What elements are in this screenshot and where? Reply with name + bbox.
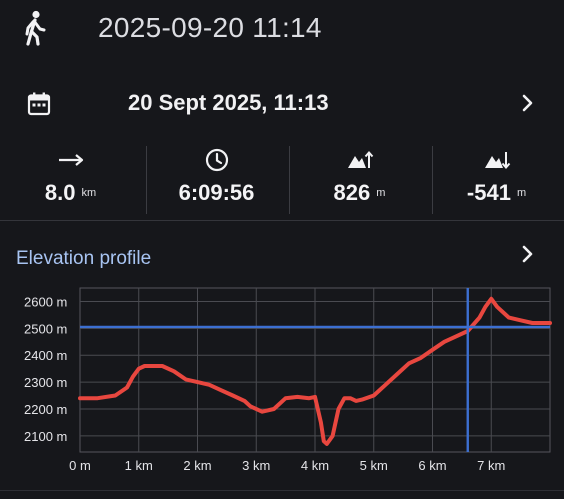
x-tick-label: 1 km [125,458,153,473]
x-tick-label: 7 km [477,458,505,473]
x-tick-label: 3 km [242,458,270,473]
x-tick-label: 4 km [301,458,329,473]
walking-person-icon [25,10,46,46]
stat-distance-unit: km [81,187,97,199]
stat-distance: 8.0 km [0,144,141,214]
page-title: 2025-09-20 11:14 [98,12,322,43]
header: 2025-09-20 11:14 [0,0,564,58]
elevation-profile-header[interactable]: Elevation profile [0,240,564,276]
stat-ascent-unit: m [376,187,386,199]
stat-duration: 6:09:56 [146,144,287,214]
chevron-right-icon [522,245,533,263]
calendar-icon [27,92,51,116]
clock-icon [205,148,228,172]
y-tick-label: 2300 m [24,375,67,390]
stat-descent-value: -541 [466,180,511,205]
elevation-series-line [78,296,552,446]
y-tick-label: 2200 m [24,402,67,417]
x-tick-label: 6 km [418,458,446,473]
y-tick-label: 2400 m [24,348,67,363]
y-tick-label: 2600 m [24,294,67,309]
y-tick-label: 2500 m [24,321,67,336]
chevron-right-icon [522,94,533,112]
stats-row: 8.0 km 6:09:56 826 m - [0,144,564,214]
ascent-icon [347,150,373,168]
x-tick-label: 0 m [69,458,91,473]
stat-descent: -541 m [426,144,564,214]
divider [0,220,564,221]
stat-duration-value: 6:09:56 [178,180,255,205]
x-tick-label: 5 km [360,458,388,473]
elevation-profile-title: Elevation profile [16,248,152,269]
descent-icon [484,152,510,170]
stat-ascent: 826 m [289,144,430,214]
stat-descent-unit: m [516,187,527,199]
stat-distance-value: 8.0 [44,180,76,205]
y-tick-label: 2100 m [24,429,67,444]
stat-ascent-value: 826 [333,180,371,205]
distance-arrow-icon [58,154,83,166]
x-tick-label: 2 km [183,458,211,473]
date-label: 20 Sept 2025, 11:13 [128,90,329,115]
date-selector[interactable]: 20 Sept 2025, 11:13 [0,80,564,126]
elevation-chart[interactable]: 2100 m 2200 m 2300 m 2400 m 2500 m 2600 m 0 m… [0,280,564,480]
